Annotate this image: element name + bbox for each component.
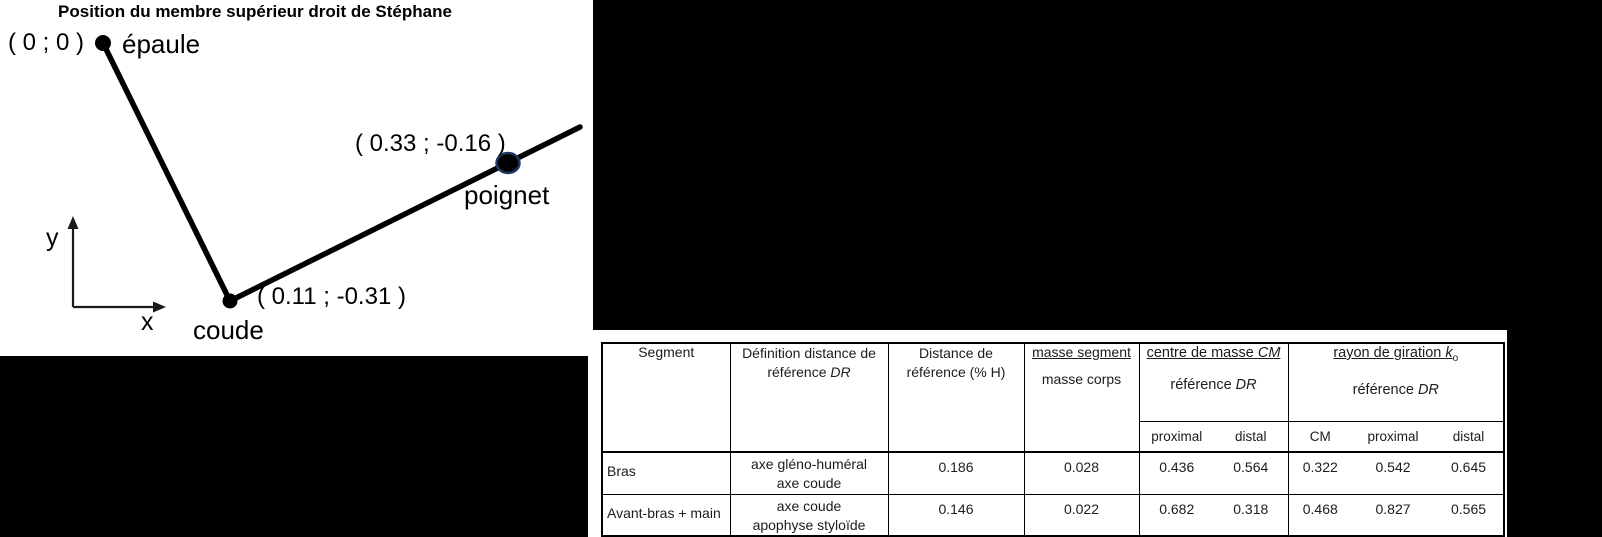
- header-segment: Segment: [638, 344, 695, 360]
- diagram-title: Position du membre supérieur droit de St…: [58, 2, 452, 21]
- k-group-title: rayon de giration: [1333, 345, 1442, 361]
- header-mass-numerator: masse segment: [1032, 344, 1131, 360]
- subheader-cm-distal: distal: [1214, 420, 1289, 452]
- cm-group-abbr: CM: [1257, 345, 1281, 361]
- shoulder-coordinates: ( 0 ; 0 ): [8, 29, 85, 56]
- header-group-centre-de-masse: centre de masse CM référence DR: [1138, 343, 1289, 421]
- y-axis-label: y: [46, 224, 59, 252]
- cell-cm-proximal: 0.436: [1138, 451, 1214, 494]
- cell-cm-proximal: 0.682: [1138, 493, 1214, 536]
- cell-distance: 0.146: [887, 493, 1024, 536]
- cell-mass-ratio: 0.022: [1023, 493, 1139, 536]
- elbow-coordinates: ( 0.11 ; -0.31 ): [257, 283, 406, 310]
- cell-distance: 0.186: [887, 451, 1024, 494]
- elbow-label: coude: [193, 315, 264, 345]
- shoulder-label: épaule: [122, 29, 201, 59]
- cell-segment: Bras: [602, 451, 730, 494]
- limb-position-diagram: Position du membre supérieur droit de St…: [0, 0, 593, 356]
- header-definition-line2: référence: [767, 364, 827, 380]
- header-group-rayon-giration: rayon de giration ko référence DR: [1287, 343, 1505, 421]
- cell-definition: axe coude apophyse styloïde: [729, 493, 888, 536]
- upper-arm-segment-line: [100, 40, 233, 304]
- subheader-k-proximal: proximal: [1352, 420, 1435, 452]
- anthropometric-table-panel: Segment Définition distance de référence…: [588, 330, 1507, 537]
- subheader-cm-proximal: proximal: [1138, 420, 1214, 452]
- cell-k-distal: 0.565: [1434, 493, 1505, 536]
- cell-k-distal: 0.645: [1434, 451, 1505, 494]
- cell-k-proximal: 0.542: [1352, 451, 1435, 494]
- cell-k-cm: 0.322: [1287, 451, 1353, 494]
- x-axis-label: x: [141, 308, 154, 336]
- header-mass-ratio: masse segment masse corps: [1023, 343, 1139, 452]
- wrist-label: poignet: [464, 180, 550, 210]
- header-definition-line1: Définition distance de: [742, 345, 876, 361]
- x-axis-arrowhead-icon: [153, 301, 166, 313]
- table-row-bras: Bras axe gléno-huméral axe coude 0.186 0…: [602, 451, 1505, 494]
- header-mass-denominator: masse corps: [1041, 371, 1122, 387]
- elbow-point-dot: [222, 293, 238, 309]
- forearm-segment-line: [227, 124, 583, 304]
- k-group-ref-abbr: DR: [1417, 381, 1439, 398]
- header-distance: Distance de référence (% H): [887, 343, 1024, 452]
- wrist-coordinates: ( 0.33 ; -0.16 ): [355, 130, 506, 157]
- k-group-subscript: o: [1452, 352, 1459, 364]
- cell-mass-ratio: 0.028: [1023, 451, 1139, 494]
- k-group-ref: référence: [1352, 381, 1414, 398]
- cell-definition: axe gléno-huméral axe coude: [729, 451, 888, 494]
- wrist-point-dot: [495, 151, 521, 175]
- cm-group-title: centre de masse: [1146, 345, 1254, 361]
- header-definition: Définition distance de référence DR: [729, 343, 888, 452]
- shoulder-point-dot: [95, 35, 111, 51]
- cm-group-ref: référence: [1170, 377, 1232, 393]
- header-definition-abbr: DR: [830, 364, 851, 380]
- k-group-symbol: k: [1445, 345, 1453, 361]
- header-distance-line1: Distance de: [919, 345, 993, 361]
- cell-cm-distal: 0.564: [1214, 451, 1289, 494]
- subheader-k-cm: CM: [1287, 420, 1353, 452]
- table-row-avant-bras: Avant-bras + main axe coude apophyse sty…: [602, 493, 1505, 536]
- cell-k-proximal: 0.827: [1352, 493, 1435, 536]
- cell-segment: Avant-bras + main: [602, 493, 730, 536]
- y-axis-arrowhead-icon: [67, 216, 79, 229]
- cm-group-ref-abbr: DR: [1235, 377, 1257, 393]
- cell-cm-distal: 0.318: [1214, 493, 1289, 536]
- cell-k-cm: 0.468: [1287, 493, 1353, 536]
- subheader-k-distal: distal: [1434, 420, 1505, 452]
- header-distance-line2: référence (% H): [906, 364, 1006, 380]
- anthropometric-table: Segment Définition distance de référence…: [601, 342, 1506, 537]
- limb-figure: [67, 35, 583, 313]
